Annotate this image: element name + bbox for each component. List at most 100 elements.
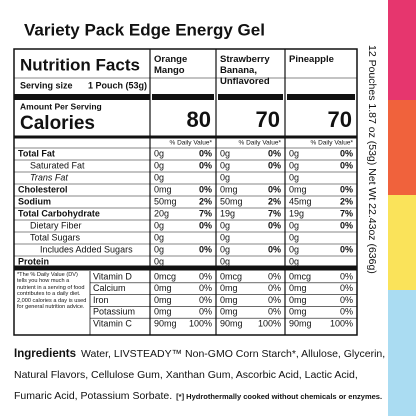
amount: 0g: [220, 232, 230, 242]
nutrient-label: Total Fat: [18, 148, 55, 158]
nutrient-label: Sodium: [18, 196, 51, 206]
ingredients-text: Water, LIVSTEADY™ Non-GMO Corn Starch*, …: [14, 348, 386, 402]
daily-value: 7%: [199, 208, 212, 218]
amount: 0mg: [289, 184, 307, 194]
thick-bar: [152, 94, 214, 100]
amount: 45mg: [289, 196, 312, 206]
amount: 90mg: [220, 318, 243, 328]
amount: 0mcg: [154, 271, 176, 281]
amount: 0g: [220, 244, 230, 254]
daily-value: 0%: [199, 220, 212, 230]
ingredients-note: [*] Hydrothermally cooked without chemic…: [176, 392, 383, 401]
daily-value: 0%: [199, 295, 212, 305]
nutrient-label: Protein: [18, 256, 49, 266]
column-name-text: Orange Mango: [154, 54, 188, 76]
vitamin-label: Potassium: [93, 307, 135, 317]
daily-value: 0%: [340, 220, 353, 230]
amount: 0g: [154, 232, 164, 242]
daily-value: 100%: [330, 318, 353, 328]
amount: 20g: [154, 208, 169, 218]
amount: 90mg: [289, 318, 312, 328]
amount: 0g: [154, 220, 164, 230]
thick-bar: [14, 94, 150, 100]
side-text: 12 Pouches 1.87 oz (53g) Net Wt 22.43oz …: [366, 45, 378, 274]
serving-size: 1 Pouch (53g): [88, 80, 147, 90]
daily-value: 2%: [340, 196, 353, 206]
amount: 0g: [220, 220, 230, 230]
nutrient-label: Trans Fat: [30, 172, 68, 182]
amount: 0mg: [289, 307, 307, 317]
daily-value: 0%: [340, 244, 353, 254]
amount: 0mg: [220, 295, 238, 305]
column-name-text: Strawberry Banana, Unflavored: [220, 54, 270, 87]
ingredients: Ingredients Water, LIVSTEADY™ Non-GMO Cor…: [14, 344, 386, 407]
amount: 0g: [154, 244, 164, 254]
title: Variety Pack Edge Energy Gel: [24, 20, 265, 39]
amount: 0mg: [154, 295, 172, 305]
thick-bar: [218, 94, 283, 100]
column-name: Strawberry Banana, Unflavored: [220, 54, 281, 88]
calories-label: Calories: [20, 113, 95, 134]
amount: 0mg: [154, 283, 172, 293]
calories: 70: [328, 107, 352, 132]
ingredients-heading: Ingredients: [14, 348, 76, 360]
thick-bar: [287, 94, 355, 100]
daily-value: 0%: [268, 148, 281, 158]
daily-value: 0%: [268, 184, 281, 194]
stripe: [388, 100, 416, 195]
daily-value: 0%: [268, 295, 281, 305]
daily-value-header: % Daily Value*: [310, 140, 353, 147]
amount: 0mg: [220, 283, 238, 293]
daily-value: 0%: [340, 283, 353, 293]
amount: 50mg: [154, 196, 177, 206]
daily-value: 0%: [199, 160, 212, 170]
daily-value: 100%: [189, 318, 212, 328]
amount: 0g: [289, 256, 299, 266]
daily-value: 0%: [340, 295, 353, 305]
daily-value: 7%: [268, 208, 281, 218]
daily-value: 0%: [340, 148, 353, 158]
footnote: *The % Daily Value (DV) tells you how mu…: [17, 272, 87, 311]
daily-value: 0%: [199, 307, 212, 317]
daily-value: 0%: [268, 244, 281, 254]
amount-per-serving: Amount Per Serving: [20, 101, 102, 111]
daily-value: 0%: [340, 307, 353, 317]
amount: 90mg: [154, 318, 177, 328]
nutrient-label: Total Sugars: [30, 232, 81, 242]
amount: 0g: [289, 232, 299, 242]
stripe: [388, 290, 416, 416]
calories: 80: [187, 107, 211, 132]
vitamin-label: Iron: [93, 295, 109, 305]
nutrient-label: Total Carbohydrate: [18, 208, 100, 218]
daily-value: 0%: [199, 271, 212, 281]
daily-value: 0%: [268, 283, 281, 293]
amount: 0g: [220, 172, 230, 182]
amount: 0mcg: [220, 271, 242, 281]
label-box: [13, 48, 358, 336]
daily-value-header: % Daily Value*: [238, 140, 281, 147]
amount: 0g: [289, 160, 299, 170]
amount: 0g: [289, 172, 299, 182]
amount: 0mg: [220, 307, 238, 317]
daily-value: 0%: [268, 271, 281, 281]
nutrient-label: Cholesterol: [18, 184, 68, 194]
daily-value-header: % Daily Value*: [169, 140, 212, 147]
nutrient-label: Saturated Fat: [30, 160, 85, 170]
column-name: Pineapple: [289, 54, 353, 66]
column-name: Orange Mango: [154, 54, 212, 77]
amount: 19g: [289, 208, 304, 218]
vitamin-label: Vitamin D: [93, 271, 132, 281]
amount: 0mg: [154, 184, 172, 194]
amount: 0mg: [289, 295, 307, 305]
amount: 0g: [220, 160, 230, 170]
amount: 0mg: [154, 307, 172, 317]
daily-value: 0%: [340, 271, 353, 281]
nutrient-label: Dietary Fiber: [30, 220, 82, 230]
daily-value: 0%: [340, 160, 353, 170]
daily-value: 0%: [199, 244, 212, 254]
amount: 19g: [220, 208, 235, 218]
daily-value: 0%: [268, 160, 281, 170]
daily-value: 0%: [199, 148, 212, 158]
amount: 50mg: [220, 196, 243, 206]
footnote-text: *The % Daily Value (DV) tells you how mu…: [17, 272, 87, 311]
